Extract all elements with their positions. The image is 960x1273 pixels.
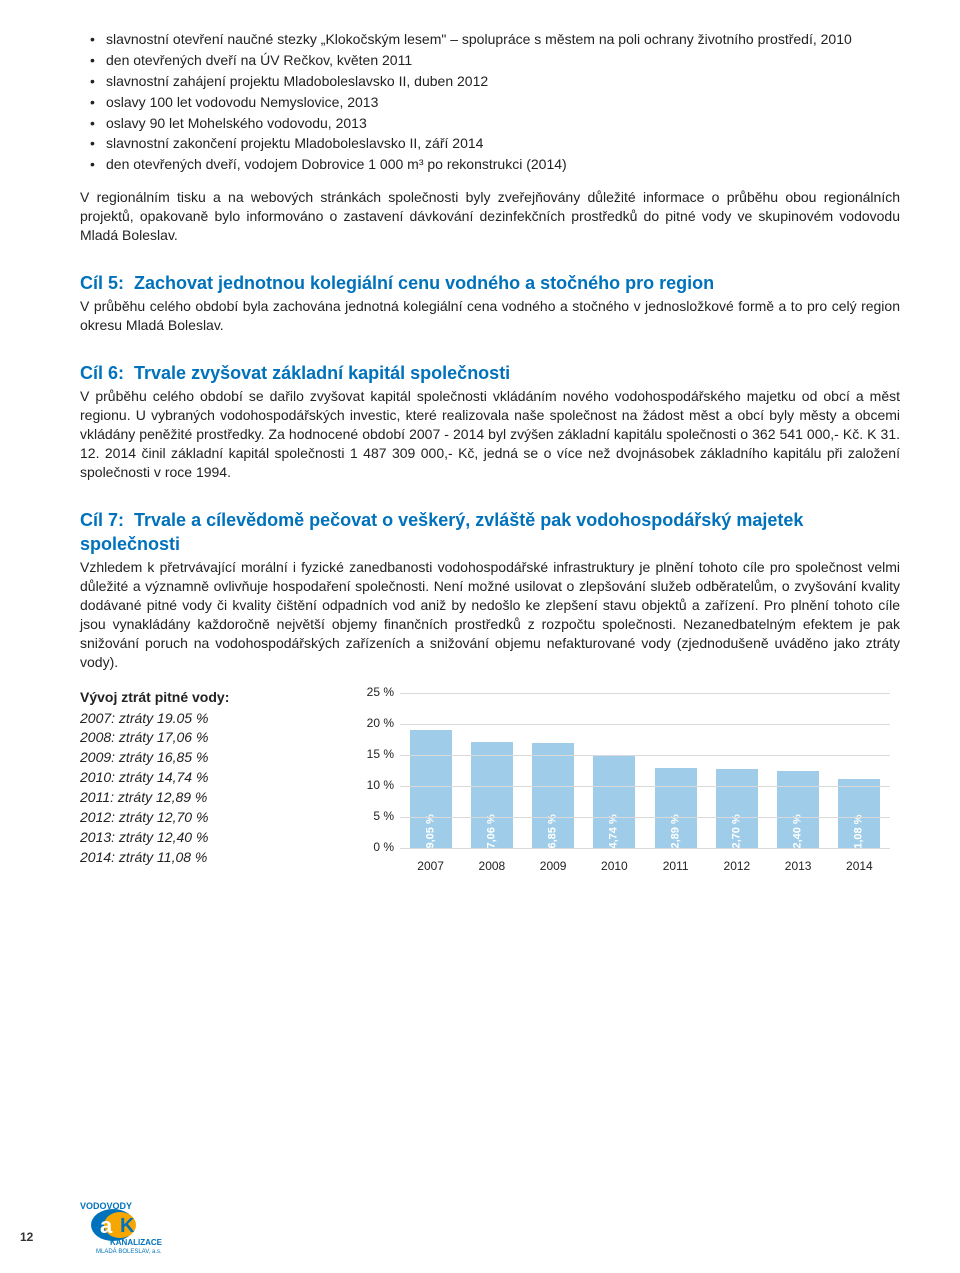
chart-plot-area: 19,05 % 17,06 % 16,85 % 14,74 % 12,89 % 12,70… xyxy=(400,693,890,848)
chart-bar: 11,08 % xyxy=(838,779,880,848)
bullet-item: slavnostní zahájení projektu Mladobolesl… xyxy=(80,72,900,91)
chart-gridline xyxy=(400,693,890,694)
chart-bar-slot: 17,06 % xyxy=(461,693,522,848)
cil5-heading: Cíl 5: Zachovat jednotnou kolegiální cen… xyxy=(80,271,900,295)
chart-y-tick: 10 % xyxy=(350,778,394,794)
chart-bar-slot: 14,74 % xyxy=(584,693,645,848)
chart-bar: 16,85 % xyxy=(532,743,574,847)
chart-bar-slot: 11,08 % xyxy=(829,693,890,848)
losses-section: Vývoj ztrát pitné vody: 2007: ztráty 19.… xyxy=(80,688,900,878)
chart-bar: 19,05 % xyxy=(410,730,452,848)
bullet-item: oslavy 100 let vodovodu Nemyslovice, 201… xyxy=(80,93,900,112)
intro-paragraph: V regionálním tisku a na webových stránk… xyxy=(80,188,900,245)
chart-y-axis: 0 %5 %10 %15 %20 %25 % xyxy=(350,693,398,848)
chart-x-axis: 20072008200920102011201220132014 xyxy=(400,852,890,878)
chart-x-tick: 2012 xyxy=(706,852,767,878)
chart-bar-slot: 12,70 % xyxy=(706,693,767,848)
bullet-item: slavnostní zakončení projektu Mladoboles… xyxy=(80,134,900,153)
chart-x-tick: 2013 xyxy=(768,852,829,878)
logo-text-top: VODOVODY xyxy=(80,1201,132,1211)
chart-bars: 19,05 % 17,06 % 16,85 % 14,74 % 12,89 % 12,70… xyxy=(400,693,890,848)
cil7-label: Cíl 7: xyxy=(80,510,124,530)
chart-x-tick: 2009 xyxy=(523,852,584,878)
losses-text: Vývoj ztrát pitné vody: 2007: ztráty 19.… xyxy=(80,688,310,868)
losses-line: 2013: ztráty 12,40 % xyxy=(80,828,310,847)
chart-x-tick: 2014 xyxy=(829,852,890,878)
bullet-item: den otevřených dveří na ÚV Rečkov, květe… xyxy=(80,51,900,70)
cil6-title: Trvale zvyšovat základní kapitál společn… xyxy=(134,363,510,383)
chart-x-tick: 2011 xyxy=(645,852,706,878)
chart-bar-slot: 19,05 % xyxy=(400,693,461,848)
company-logo: VODOVODY a K KANALIZACE MLADÁ BOLESLAV, … xyxy=(78,1199,188,1255)
cil6-body: V průběhu celého období se dařilo zvyšov… xyxy=(80,387,900,481)
cil5-title: Zachovat jednotnou kolegiální cenu vodné… xyxy=(134,273,714,293)
chart-bar-slot: 12,89 % xyxy=(645,693,706,848)
cil6-heading: Cíl 6: Trvale zvyšovat základní kapitál … xyxy=(80,361,900,385)
svg-text:a: a xyxy=(100,1213,113,1238)
chart-y-tick: 5 % xyxy=(350,809,394,825)
losses-line: 2010: ztráty 14,74 % xyxy=(80,768,310,787)
losses-line: 2008: ztráty 17,06 % xyxy=(80,728,310,747)
logo-text-bottom: KANALIZACE xyxy=(110,1238,163,1247)
chart-gridline xyxy=(400,724,890,725)
chart-x-tick: 2010 xyxy=(584,852,645,878)
chart-y-tick: 20 % xyxy=(350,716,394,732)
bullet-item: oslavy 90 let Mohelského vodovodu, 2013 xyxy=(80,114,900,133)
cil7-heading: Cíl 7: Trvale a cílevědomě pečovat o veš… xyxy=(80,508,900,557)
chart-x-tick: 2007 xyxy=(400,852,461,878)
losses-line: 2014: ztráty 11,08 % xyxy=(80,848,310,867)
chart-bar: 12,40 % xyxy=(777,771,819,848)
chart-gridline xyxy=(400,817,890,818)
logo-text-sub: MLADÁ BOLESLAV, a.s. xyxy=(96,1248,162,1255)
page-number: 12 xyxy=(20,1229,33,1245)
chart-y-tick: 15 % xyxy=(350,747,394,763)
chart-gridline xyxy=(400,848,890,849)
bullet-item: den otevřených dveří, vodojem Dobrovice … xyxy=(80,155,900,174)
chart-bar: 12,89 % xyxy=(655,768,697,848)
cil6-label: Cíl 6: xyxy=(80,363,124,383)
cil5-label: Cíl 5: xyxy=(80,273,124,293)
losses-line: 2011: ztráty 12,89 % xyxy=(80,788,310,807)
bullet-list: slavnostní otevření naučné stezky „Kloko… xyxy=(80,30,900,174)
cil5-body: V průběhu celého období byla zachována j… xyxy=(80,297,900,335)
losses-heading: Vývoj ztrát pitné vody: xyxy=(80,688,310,707)
losses-line: 2007: ztráty 19.05 % xyxy=(80,709,310,728)
chart-gridline xyxy=(400,786,890,787)
chart-bar: 14,74 % xyxy=(593,756,635,847)
cil7-title: Trvale a cílevědomě pečovat o veškerý, z… xyxy=(80,510,803,554)
chart-bar-slot: 12,40 % xyxy=(768,693,829,848)
chart-y-tick: 25 % xyxy=(350,685,394,701)
svg-text:K: K xyxy=(120,1215,135,1237)
chart-bar: 17,06 % xyxy=(471,742,513,848)
losses-line: 2012: ztráty 12,70 % xyxy=(80,808,310,827)
losses-line: 2009: ztráty 16,85 % xyxy=(80,748,310,767)
chart-bar-slot: 16,85 % xyxy=(523,693,584,848)
chart-gridline xyxy=(400,755,890,756)
chart-x-tick: 2008 xyxy=(461,852,522,878)
bullet-item: slavnostní otevření naučné stezky „Kloko… xyxy=(80,30,900,49)
cil7-body: Vzhledem k přetrvávající morální i fyzic… xyxy=(80,558,900,671)
chart-bar: 12,70 % xyxy=(716,769,758,848)
chart-y-tick: 0 % xyxy=(350,840,394,856)
losses-chart: 0 % 5 % 10 % 15 % 20 % 25 % 19,05 % 17,06 % 16,… xyxy=(350,688,900,878)
